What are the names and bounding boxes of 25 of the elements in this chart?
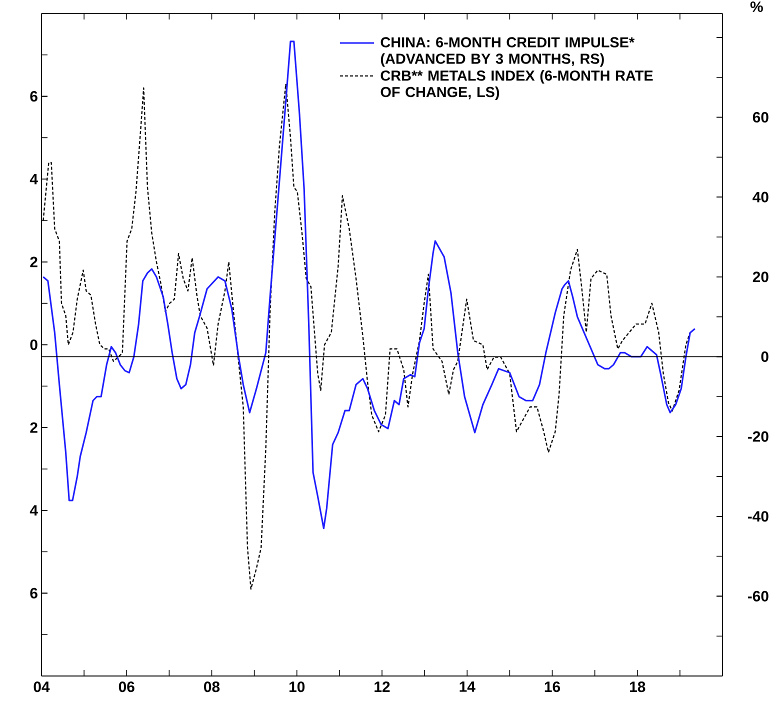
y-tick-label: 4 <box>30 505 38 516</box>
y2-axis-title: % <box>750 1 763 12</box>
y-tick-label: 4 <box>30 174 38 184</box>
y2-tick-label: 60 <box>752 112 768 123</box>
x-tick-label: 18 <box>630 682 646 692</box>
y2-tick-label: -60 <box>748 590 768 602</box>
y-tick-label: 0 <box>30 339 38 350</box>
x-tick-label: 10 <box>290 682 305 692</box>
y-tick-label: 6 <box>30 91 38 102</box>
x-tick-label: 16 <box>544 682 560 692</box>
y2-tick-label: -40 <box>748 511 768 522</box>
y2-tick-label: 20 <box>752 272 768 282</box>
x-tick-label: 04 <box>34 682 50 692</box>
legend-label: CRB** METALS INDEX (6-MONTH RATE OF CHANGE, LS) <box>380 70 653 100</box>
x-tick-label: 12 <box>374 682 390 692</box>
x-tick-label: 14 <box>460 682 476 692</box>
legend-label: CHINA: 6-MONTH CREDIT IMPULSE* (ADVANCED BY 3 MONTHS, RS) <box>380 37 635 67</box>
y-tick-label: 6 <box>30 588 38 598</box>
y-tick-label: 2 <box>30 256 38 268</box>
x-tick-label: 06 <box>118 682 134 692</box>
y-tick-label: 2 <box>30 422 38 433</box>
y2-tick-label: 40 <box>752 192 768 202</box>
y2-tick-label: -20 <box>748 431 768 442</box>
y2-tick-label: 0 <box>761 351 768 362</box>
x-tick-label: 08 <box>204 682 220 692</box>
